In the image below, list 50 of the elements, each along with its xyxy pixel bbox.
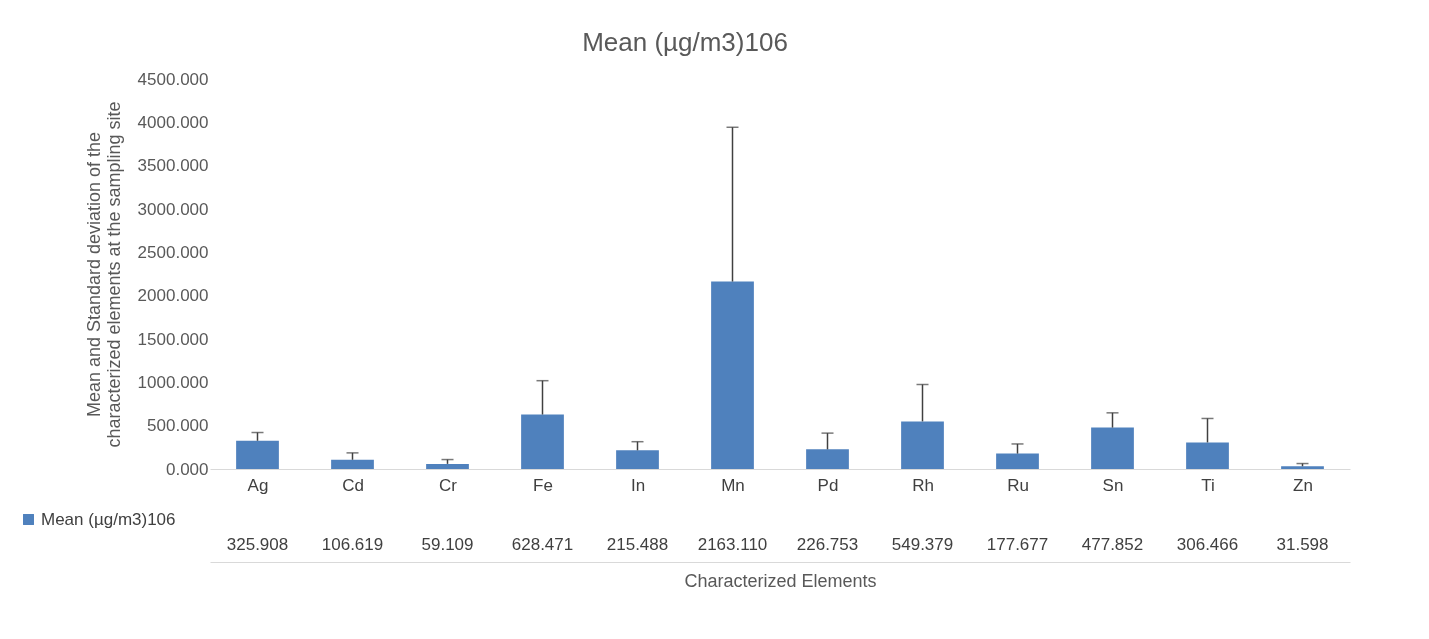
x-axis-title: Characterized Elements xyxy=(684,570,877,591)
y-tick-label: 2000.000 xyxy=(137,286,209,306)
bar xyxy=(1186,442,1229,469)
y-tick-label: 4000.000 xyxy=(137,112,209,132)
data-label: 59.109 xyxy=(421,535,474,554)
legend-label: Mean (µg/m3)106 xyxy=(41,509,176,529)
x-tick-label: Ag xyxy=(247,475,269,495)
y-tick-label: 1500.000 xyxy=(137,329,209,349)
data-label: 215.488 xyxy=(606,535,669,554)
x-tick-label: In xyxy=(630,475,646,495)
data-label: 2163.110 xyxy=(697,535,768,554)
bar xyxy=(1281,466,1324,469)
bar xyxy=(426,463,469,469)
data-label: 628.471 xyxy=(511,535,574,554)
y-tick-label: 500.000 xyxy=(147,416,209,436)
y-tick-label: 3500.000 xyxy=(137,156,209,176)
x-tick-label: Fe xyxy=(533,475,553,495)
x-tick-label: Rh xyxy=(912,475,934,495)
x-tick-label: Mn xyxy=(721,475,745,495)
y-tick-label: 4500.000 xyxy=(137,69,209,89)
bar xyxy=(1091,427,1134,469)
data-label: 477.852 xyxy=(1081,535,1144,554)
data-label: 325.908 xyxy=(226,535,289,554)
x-tick-label: Pd xyxy=(817,475,839,495)
x-tick-label: Cd xyxy=(342,475,364,495)
bar xyxy=(616,450,659,469)
bar xyxy=(901,421,944,469)
data-label: 31.598 xyxy=(1276,535,1329,554)
y-tick-label: 2500.000 xyxy=(137,242,209,262)
bar xyxy=(806,449,849,469)
bar xyxy=(236,440,279,469)
y-axis-title: Mean and Standard deviation of the characterized elements at the sampling site xyxy=(83,101,124,448)
y-tick-label: 3000.000 xyxy=(137,199,209,219)
bar xyxy=(521,414,564,469)
x-tick-label: Cr xyxy=(439,475,458,495)
data-label: 177.677 xyxy=(986,535,1049,554)
x-tick-label: Ru xyxy=(1007,475,1029,495)
x-tick-label: Ti xyxy=(1201,475,1215,495)
x-tick-label: Zn xyxy=(1293,475,1313,495)
x-tick-label: Sn xyxy=(1102,475,1124,495)
data-label: 549.379 xyxy=(891,535,954,554)
bar xyxy=(996,453,1039,469)
y-tick-label: 1000.000 xyxy=(137,372,209,392)
bar xyxy=(331,459,374,469)
data-label: 306.466 xyxy=(1176,535,1239,554)
y-tick-label: 0.000 xyxy=(165,459,209,479)
chart-title: Mean (µg/m3)106 xyxy=(582,27,788,57)
bar xyxy=(711,281,754,469)
data-label: 106.619 xyxy=(321,535,384,554)
data-label: 226.753 xyxy=(796,535,859,554)
